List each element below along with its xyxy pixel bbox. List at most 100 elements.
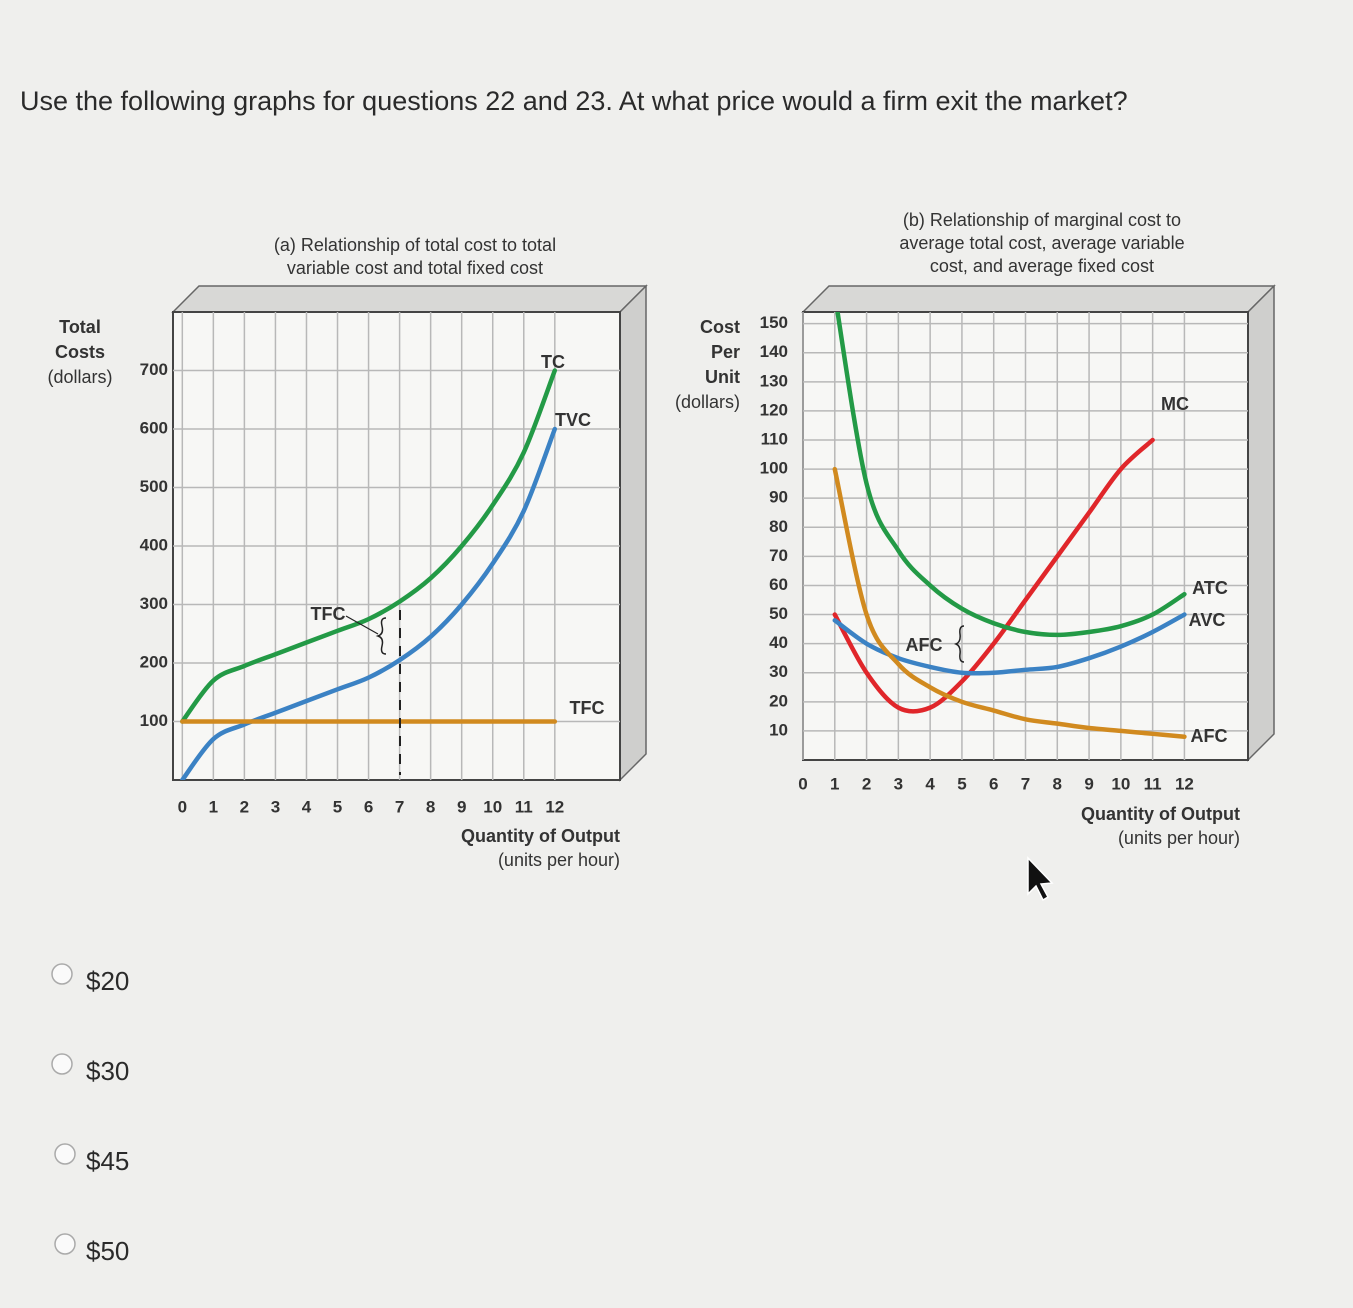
brace bbox=[953, 625, 965, 663]
x-tick-label: 10 bbox=[1111, 774, 1130, 793]
y-tick-label: 70 bbox=[769, 546, 788, 565]
y-tick-label: 120 bbox=[760, 400, 788, 419]
answer-option[interactable]: $50 bbox=[86, 1236, 129, 1266]
pointer-line bbox=[345, 615, 379, 635]
series-line bbox=[180, 368, 558, 724]
x-tick-label: 5 bbox=[333, 797, 342, 816]
x-tick-label: 1 bbox=[830, 774, 839, 793]
x-tick-label: 3 bbox=[894, 774, 903, 793]
series-label: TFC bbox=[570, 698, 605, 718]
x-tick-label: 0 bbox=[798, 774, 807, 793]
series-label: AFC bbox=[1191, 726, 1228, 746]
series-line bbox=[835, 312, 1187, 638]
radio-button[interactable] bbox=[54, 1143, 76, 1165]
x-tick-label: 5 bbox=[957, 774, 966, 793]
frame-top bbox=[801, 285, 1276, 313]
series-line bbox=[180, 426, 558, 780]
y-tick-label: 400 bbox=[140, 535, 168, 554]
chart-title: variable cost and total fixed cost bbox=[287, 258, 543, 278]
y-tick-label: 20 bbox=[769, 691, 788, 710]
frame-top bbox=[171, 285, 648, 313]
x-tick-label: 12 bbox=[1175, 774, 1194, 793]
y-tick-label: 80 bbox=[769, 517, 788, 536]
frame-side bbox=[1247, 284, 1275, 762]
x-tick-label: 1 bbox=[209, 797, 218, 816]
y-tick-label: 90 bbox=[769, 488, 788, 507]
x-tick-label: 2 bbox=[240, 797, 249, 816]
x-tick-label: 9 bbox=[1084, 774, 1093, 793]
radio-button[interactable] bbox=[54, 1233, 76, 1255]
y-axis-label: Costs bbox=[55, 342, 105, 362]
series-label: TVC bbox=[555, 410, 591, 430]
annotation: TFC bbox=[311, 604, 346, 624]
series-label: ATC bbox=[1192, 578, 1228, 598]
y-tick-label: 60 bbox=[769, 575, 788, 594]
y-tick-label: 40 bbox=[769, 633, 788, 652]
y-tick-label: 100 bbox=[140, 711, 168, 730]
x-tick-label: 3 bbox=[271, 797, 280, 816]
y-tick-label: 500 bbox=[140, 477, 168, 496]
series-label: AVC bbox=[1189, 610, 1226, 630]
y-tick-label: 130 bbox=[760, 371, 788, 390]
x-tick-label: 7 bbox=[1021, 774, 1030, 793]
frame-side bbox=[619, 284, 647, 782]
series-line bbox=[832, 612, 1187, 676]
x-tick-label: 8 bbox=[1053, 774, 1062, 793]
annotation: AFC bbox=[906, 635, 943, 655]
x-tick-label: 7 bbox=[395, 797, 404, 816]
x-tick-label: 9 bbox=[457, 797, 466, 816]
x-axis-label: Quantity of Output bbox=[1081, 804, 1240, 824]
y-tick-label: 100 bbox=[760, 459, 788, 478]
x-tick-label: 4 bbox=[925, 774, 935, 793]
x-tick-label: 0 bbox=[178, 797, 187, 816]
x-tick-label: 8 bbox=[426, 797, 435, 816]
answer-option[interactable]: $45 bbox=[86, 1146, 129, 1176]
y-tick-label: 50 bbox=[769, 604, 788, 623]
answer-option[interactable]: $30 bbox=[86, 1056, 129, 1086]
y-tick-label: 600 bbox=[140, 418, 168, 437]
series-label: MC bbox=[1161, 394, 1189, 414]
radio-button[interactable] bbox=[51, 963, 73, 985]
x-tick-label: 11 bbox=[515, 797, 533, 816]
y-tick-label: 200 bbox=[140, 652, 168, 671]
decorations bbox=[345, 610, 1054, 902]
chart-title: (a) Relationship of total cost to total bbox=[274, 235, 556, 255]
series-line bbox=[832, 466, 1187, 739]
x-tick-label: 6 bbox=[989, 774, 998, 793]
x-tick-label: 11 bbox=[1144, 774, 1162, 793]
y-tick-label: 300 bbox=[140, 594, 168, 613]
y-tick-label: 140 bbox=[760, 342, 788, 361]
x-axis-label: Quantity of Output bbox=[461, 826, 620, 846]
chart-title: cost, and average fixed cost bbox=[930, 256, 1154, 276]
y-tick-label: 150 bbox=[760, 313, 788, 332]
y-axis-label: Cost bbox=[700, 317, 740, 337]
x-axis-label: (units per hour) bbox=[498, 850, 620, 870]
x-tick-label: 6 bbox=[364, 797, 373, 816]
y-tick-label: 10 bbox=[769, 720, 788, 739]
y-axis-label: Unit bbox=[705, 367, 740, 387]
answer-option[interactable]: $20 bbox=[86, 966, 129, 996]
question: Use the following graphs for questions 2… bbox=[20, 86, 1128, 116]
x-axis-label: (units per hour) bbox=[1118, 828, 1240, 848]
y-axis-label: Total bbox=[59, 317, 101, 337]
x-tick-label: 4 bbox=[302, 797, 312, 816]
radio-button[interactable] bbox=[51, 1053, 73, 1075]
chart-title: (b) Relationship of marginal cost to bbox=[903, 210, 1181, 230]
x-tick-label: 10 bbox=[483, 797, 502, 816]
series-label: TC bbox=[541, 352, 565, 372]
y-tick-label: 110 bbox=[761, 429, 788, 448]
x-tick-label: 2 bbox=[862, 774, 871, 793]
x-tick-label: 12 bbox=[545, 797, 564, 816]
y-axis-label: (dollars) bbox=[47, 367, 112, 387]
y-tick-label: 700 bbox=[140, 360, 168, 379]
cursor bbox=[1027, 856, 1054, 902]
y-tick-label: 30 bbox=[769, 662, 788, 681]
series-line bbox=[832, 437, 1155, 714]
chart-title: average total cost, average variable bbox=[899, 233, 1184, 253]
brace bbox=[375, 617, 387, 655]
y-axis-label: Per bbox=[711, 342, 740, 362]
y-axis-label: (dollars) bbox=[675, 392, 740, 412]
